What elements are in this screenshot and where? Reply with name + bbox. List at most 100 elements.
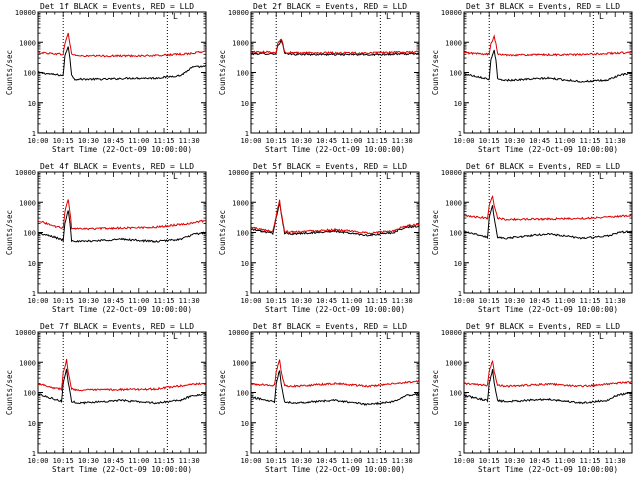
corner-marker: L — [599, 172, 604, 181]
y-tick-label: 10000 — [441, 169, 462, 177]
series-events-line — [251, 370, 419, 406]
y-tick-label: 10 — [28, 420, 36, 428]
series-lld-line — [251, 359, 419, 388]
x-tick-label: 11:00 — [128, 137, 149, 145]
corner-marker: L — [173, 172, 178, 181]
y-axis-label: Counts/sec — [431, 50, 440, 95]
x-tick-label: 11:15 — [366, 297, 387, 305]
y-tick-label: 100 — [236, 390, 249, 398]
y-tick-label: 10 — [241, 420, 249, 428]
series-lld-line — [38, 199, 206, 231]
y-tick-label: 10000 — [15, 169, 36, 177]
corner-marker: L — [386, 332, 391, 341]
x-tick-label: 10:30 — [291, 137, 312, 145]
y-tick-label: 10000 — [228, 169, 249, 177]
y-axis-label: Counts/sec — [218, 210, 227, 255]
panel-title: Det 8f BLACK = Events, RED = LLD — [253, 322, 407, 331]
series-events-line — [38, 46, 206, 81]
x-tick-label: 10:30 — [78, 457, 99, 465]
y-tick-label: 1 — [32, 450, 36, 458]
y-axis-label: Counts/sec — [5, 50, 14, 95]
x-tick-label: 10:45 — [316, 137, 337, 145]
series-lld-line — [251, 38, 419, 55]
x-tick-label: 10:15 — [479, 137, 500, 145]
y-tick-label: 1000 — [445, 199, 462, 207]
y-tick-label: 10000 — [15, 9, 36, 17]
y-tick-label: 10000 — [441, 9, 462, 17]
x-tick-label: 10:30 — [78, 137, 99, 145]
y-tick-label: 1000 — [19, 359, 36, 367]
x-axis-label: Start Time (22-Oct-09 10:00:00) — [265, 145, 405, 154]
x-tick-label: 10:45 — [529, 297, 550, 305]
x-tick-label: 11:00 — [128, 297, 149, 305]
series-lld-line — [464, 195, 632, 222]
x-tick-label: 11:30 — [605, 297, 626, 305]
y-tick-label: 1 — [32, 130, 36, 138]
x-tick-label: 10:00 — [453, 297, 474, 305]
y-tick-label: 1 — [458, 450, 462, 458]
x-tick-label: 11:30 — [605, 137, 626, 145]
series-events-line — [251, 38, 419, 57]
series-lld-line — [464, 359, 632, 388]
series-lld-line — [38, 32, 206, 58]
y-tick-label: 10 — [454, 100, 462, 108]
y-tick-label: 10000 — [228, 329, 249, 337]
x-tick-label: 10:00 — [240, 137, 261, 145]
panel-title: Det 1f BLACK = Events, RED = LLD — [40, 2, 194, 11]
x-tick-label: 11:15 — [579, 137, 600, 145]
x-tick-label: 11:30 — [179, 457, 200, 465]
y-axis-label: Counts/sec — [431, 210, 440, 255]
y-tick-label: 10000 — [441, 329, 462, 337]
x-tick-label: 11:30 — [392, 297, 413, 305]
y-axis-label: Counts/sec — [431, 370, 440, 415]
y-tick-label: 1 — [245, 290, 249, 298]
corner-marker: L — [173, 12, 178, 21]
y-tick-label: 1 — [245, 130, 249, 138]
x-tick-label: 10:45 — [103, 297, 124, 305]
x-axis-label: Start Time (22-Oct-09 10:00:00) — [478, 465, 618, 474]
x-tick-label: 10:00 — [240, 457, 261, 465]
x-tick-label: 10:45 — [529, 137, 550, 145]
x-tick-label: 11:30 — [605, 457, 626, 465]
y-tick-label: 1000 — [232, 359, 249, 367]
x-tick-label: 10:00 — [453, 137, 474, 145]
y-tick-label: 100 — [449, 70, 462, 78]
x-tick-label: 11:30 — [179, 297, 200, 305]
x-axis-label: Start Time (22-Oct-09 10:00:00) — [52, 465, 192, 474]
panel-title: Det 2f BLACK = Events, RED = LLD — [253, 2, 407, 11]
corner-marker: L — [599, 12, 604, 21]
x-tick-label: 10:00 — [453, 457, 474, 465]
x-tick-label: 11:15 — [579, 457, 600, 465]
panel-title: Det 3f BLACK = Events, RED = LLD — [466, 2, 620, 11]
series-lld-line — [38, 358, 206, 392]
x-axis-label: Start Time (22-Oct-09 10:00:00) — [478, 145, 618, 154]
x-tick-label: 10:45 — [316, 457, 337, 465]
y-tick-label: 1 — [32, 290, 36, 298]
y-tick-label: 100 — [23, 230, 36, 238]
corner-marker: L — [386, 12, 391, 21]
x-tick-label: 10:15 — [266, 137, 287, 145]
x-tick-label: 11:30 — [392, 457, 413, 465]
series-events-line — [38, 210, 206, 244]
y-tick-label: 1000 — [19, 199, 36, 207]
y-tick-label: 100 — [236, 230, 249, 238]
y-tick-label: 10 — [241, 100, 249, 108]
x-tick-label: 11:00 — [554, 457, 575, 465]
x-tick-label: 10:00 — [27, 137, 48, 145]
x-tick-label: 10:15 — [266, 297, 287, 305]
y-tick-label: 10 — [28, 260, 36, 268]
x-tick-label: 10:45 — [103, 457, 124, 465]
x-axis-label: Start Time (22-Oct-09 10:00:00) — [265, 465, 405, 474]
x-tick-label: 10:00 — [27, 297, 48, 305]
x-tick-label: 11:00 — [554, 137, 575, 145]
y-tick-label: 1000 — [232, 199, 249, 207]
panel-title: Det 9f BLACK = Events, RED = LLD — [466, 322, 620, 331]
corner-marker: L — [386, 172, 391, 181]
